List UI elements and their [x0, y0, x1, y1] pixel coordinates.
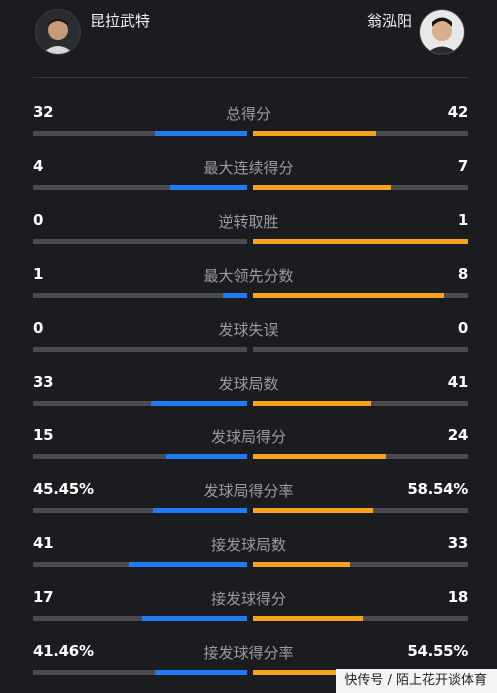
left-bar-track — [33, 292, 247, 298]
left-value: 17 — [33, 588, 54, 607]
player-avatar-icon — [420, 10, 464, 54]
stat-label: 接发球局数 — [210, 536, 286, 555]
right-value: 1 — [457, 210, 468, 229]
header-divider — [33, 77, 468, 78]
right-bar-fill — [253, 184, 391, 190]
left-value: 4 — [33, 156, 44, 175]
left-value: 41 — [33, 534, 54, 553]
stat-row: 4 最大连续得分 7 — [0, 149, 497, 203]
left-bar-track — [33, 454, 247, 460]
left-bar-track — [33, 400, 247, 406]
right-value: 42 — [447, 103, 469, 121]
right-value: 18 — [447, 588, 469, 607]
stat-label: 发球失误 — [218, 320, 279, 339]
stat-label: 总得分 — [225, 105, 271, 123]
right-bar-track — [253, 184, 468, 190]
right-value: 7 — [457, 156, 468, 175]
right-bar-track — [253, 562, 468, 568]
left-value: 41.46% — [33, 642, 94, 660]
stat-label: 接发球得分 — [210, 590, 286, 609]
left-bar-track — [33, 508, 247, 514]
right-value: 58.54% — [407, 480, 468, 499]
stat-row: 1 最大领先分数 8 — [0, 257, 497, 311]
left-player-name: 昆拉武特 — [90, 12, 151, 30]
right-bar-fill — [253, 508, 373, 514]
stat-label: 最大连续得分 — [203, 158, 294, 177]
stat-row: 15 发球局得分 24 — [0, 418, 497, 472]
left-bar-track — [33, 562, 247, 568]
stat-row: 33 发球局数 41 — [0, 365, 497, 419]
watermark: 快传号 / 陌上花开谈体育 — [336, 669, 497, 693]
right-value: 0 — [457, 318, 468, 337]
left-bar-track — [33, 238, 247, 244]
right-value: 41 — [447, 372, 469, 391]
player-avatar-icon — [36, 10, 80, 54]
right-bar-fill — [253, 670, 376, 675]
left-bar-fill — [129, 562, 247, 568]
right-value: 8 — [457, 264, 468, 283]
right-player-name: 翁泓阳 — [366, 12, 412, 30]
stat-row: 41 接发球局数 33 — [0, 526, 497, 580]
right-bar-track — [253, 616, 468, 622]
left-value: 1 — [33, 264, 44, 283]
stat-row: 0 逆转取胜 1 — [0, 203, 497, 257]
left-bar-track — [33, 346, 247, 352]
left-bar-track — [33, 131, 247, 136]
stat-row: 0 发球失误 0 — [0, 311, 497, 365]
left-bar-fill — [223, 292, 247, 298]
left-bar-fill — [151, 400, 247, 406]
right-player-avatar[interactable] — [419, 9, 465, 55]
left-bar-fill — [166, 454, 247, 460]
right-bar-fill — [253, 562, 350, 568]
left-bar-fill — [153, 508, 247, 514]
right-value: 33 — [447, 534, 469, 553]
left-value: 32 — [33, 103, 54, 121]
stat-row: 32 总得分 42 — [0, 95, 497, 149]
match-header: 昆拉武特 翁泓阳 — [0, 0, 497, 78]
stat-label: 逆转取胜 — [218, 212, 279, 231]
right-bar-track — [253, 508, 468, 514]
left-bar-fill — [170, 184, 247, 190]
right-bar-fill — [253, 131, 376, 136]
stat-label: 发球局得分率 — [203, 482, 294, 501]
left-bar-fill — [155, 670, 247, 675]
right-value: 54.55% — [407, 642, 468, 660]
stat-row: 17 接发球得分 18 — [0, 580, 497, 634]
right-bar-track — [253, 400, 468, 406]
left-value: 33 — [33, 372, 54, 391]
right-bar-track — [253, 292, 468, 298]
right-bar-track — [253, 131, 468, 136]
left-bar-fill — [142, 616, 247, 622]
stat-label: 接发球得分率 — [203, 644, 294, 662]
right-bar-fill — [253, 400, 371, 406]
right-bar-fill — [253, 292, 444, 298]
right-bar-track — [253, 346, 468, 352]
left-value: 45.45% — [33, 480, 94, 499]
stat-row: 45.45% 发球局得分率 58.54% — [0, 472, 497, 526]
left-value: 15 — [33, 426, 54, 445]
right-bar-track — [253, 454, 468, 460]
left-value: 0 — [33, 318, 44, 337]
stat-label: 发球局数 — [218, 374, 279, 393]
right-bar-fill — [253, 454, 386, 460]
right-bar-fill — [253, 616, 363, 622]
left-bar-fill — [155, 131, 247, 136]
left-bar-track — [33, 670, 247, 675]
stat-label: 最大领先分数 — [203, 266, 294, 285]
right-value: 24 — [447, 426, 469, 445]
right-bar-track — [253, 238, 468, 244]
left-value: 0 — [33, 210, 44, 229]
stat-label: 发球局得分 — [210, 428, 286, 447]
left-bar-track — [33, 616, 247, 622]
left-player-avatar[interactable] — [35, 9, 81, 55]
left-bar-track — [33, 184, 247, 190]
right-bar-fill — [253, 238, 468, 244]
